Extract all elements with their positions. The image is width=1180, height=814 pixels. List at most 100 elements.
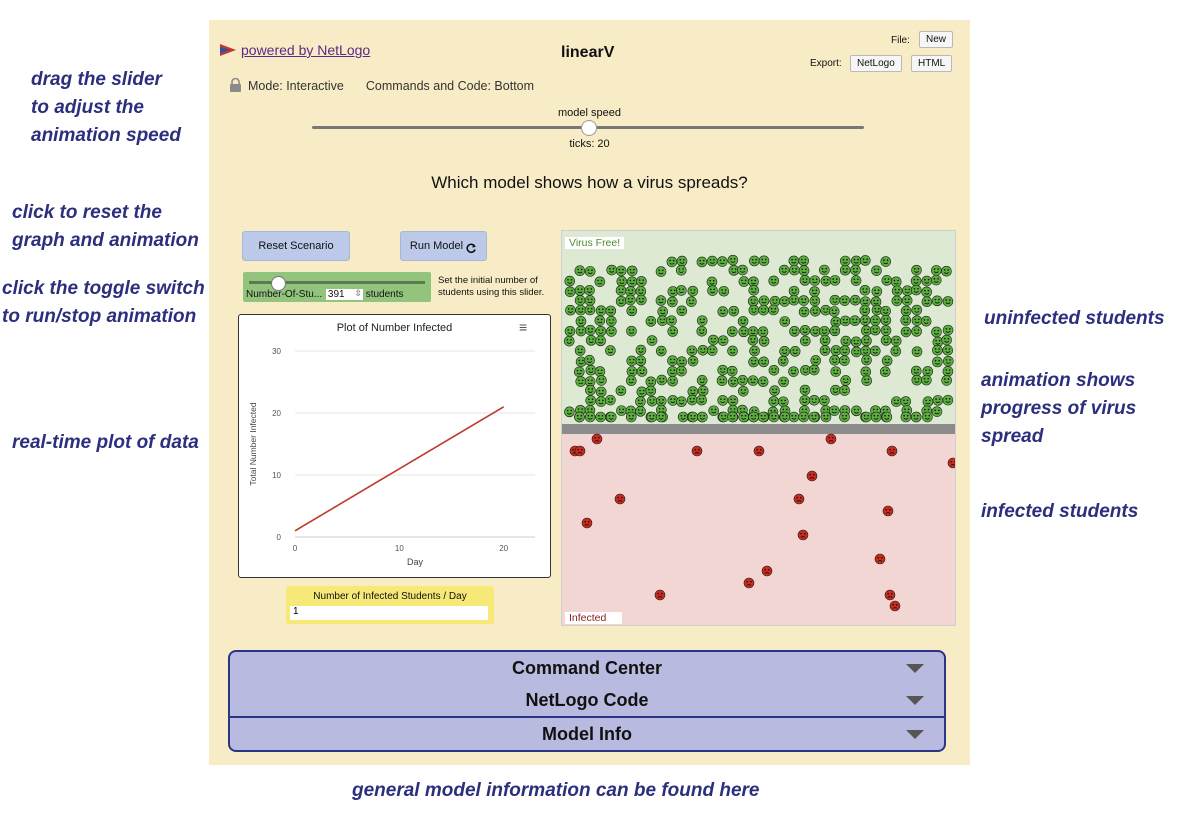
y-axis-label: Total Number Infected xyxy=(248,402,258,485)
uninfected-student xyxy=(626,265,638,277)
stepper-icon[interactable]: ⇳ xyxy=(354,288,362,298)
uninfected-student xyxy=(788,366,799,377)
uninfected-student xyxy=(910,284,922,296)
uninfected-student xyxy=(890,276,902,288)
uninfected-student xyxy=(717,395,729,406)
uninfected-student xyxy=(635,406,646,417)
uninfected-student xyxy=(666,315,677,326)
uninfected-student xyxy=(646,395,658,407)
hamburger-menu-icon[interactable]: ≡ xyxy=(519,319,528,335)
export-netlogo-button[interactable]: NetLogo xyxy=(850,55,902,72)
uninfected-student xyxy=(851,405,862,417)
uninfected-student xyxy=(615,265,627,277)
uninfected-student xyxy=(891,295,903,307)
students-slider-thumb[interactable] xyxy=(271,276,286,291)
uninfected-student xyxy=(809,295,821,307)
uninfected-student xyxy=(880,325,892,336)
powered-by-text: powered by NetLogo xyxy=(241,42,371,58)
infected-student xyxy=(882,505,894,517)
uninfected-student xyxy=(584,284,595,296)
infected-student xyxy=(614,493,626,505)
uninfected-student xyxy=(810,355,822,366)
uninfected-student xyxy=(768,365,780,376)
uninfected-student xyxy=(575,376,587,387)
uninfected-student xyxy=(900,411,912,423)
uninfected-student xyxy=(757,326,769,337)
series-line xyxy=(294,406,505,532)
ticks-counter: ticks: 20 xyxy=(569,138,610,150)
uninfected-student xyxy=(606,264,618,276)
uninfected-student xyxy=(717,306,729,317)
uninfected-student xyxy=(768,411,780,423)
export-html-button[interactable]: HTML xyxy=(911,55,953,72)
students-slider-track[interactable] xyxy=(249,281,425,284)
uninfected-student xyxy=(943,355,954,367)
uninfected-student xyxy=(850,275,862,286)
uninfected-student xyxy=(840,375,851,386)
world-view[interactable]: Virus Free! Infected xyxy=(561,230,959,626)
uninfected-student xyxy=(931,326,942,338)
mode-row: Mode: Interactive Commands and Code: Bot… xyxy=(229,78,534,93)
uninfected-student xyxy=(575,304,587,316)
uninfected-student xyxy=(828,306,840,317)
uninfected-student xyxy=(911,264,922,276)
infected-student xyxy=(574,445,586,457)
uninfected-student xyxy=(706,276,718,288)
uninfected-student xyxy=(574,285,586,296)
x-axis-label: Day xyxy=(407,557,424,567)
uninfected-student xyxy=(830,316,842,328)
model-speed-thumb[interactable] xyxy=(581,120,597,136)
uninfected-student xyxy=(564,275,576,287)
uninfected-student xyxy=(911,326,922,337)
annotation-general-info: general model information can be found h… xyxy=(352,780,760,801)
infected-student xyxy=(806,470,818,482)
students-value-input[interactable]: 391 ⇳ xyxy=(325,288,363,300)
uninfected-student xyxy=(789,264,800,276)
command-center-tab[interactable]: Command Center xyxy=(228,650,946,686)
uninfected-student xyxy=(839,385,850,396)
lock-icon[interactable] xyxy=(229,78,242,93)
uninfected-student xyxy=(615,285,627,296)
netlogo-code-tab[interactable]: NetLogo Code xyxy=(228,684,946,718)
uninfected-student xyxy=(616,405,627,416)
annotation-toggle: click the toggle switch to run/stop anim… xyxy=(2,278,205,327)
uninfected-student xyxy=(696,394,707,406)
uninfected-student xyxy=(932,344,943,356)
reset-scenario-button[interactable]: Reset Scenario xyxy=(242,231,350,261)
uninfected-student xyxy=(605,305,617,317)
uninfected-student xyxy=(859,305,871,316)
uninfected-student xyxy=(779,411,791,423)
uninfected-student xyxy=(563,335,575,347)
uninfected-student xyxy=(748,356,759,368)
uninfected-student xyxy=(596,375,607,386)
uninfected-student xyxy=(839,355,850,366)
new-button[interactable]: New xyxy=(919,31,954,48)
students-slider[interactable]: Number-Of-Stu... 391 ⇳ students xyxy=(243,272,431,302)
monitor-value: 1 xyxy=(290,606,488,620)
run-model-button[interactable]: Run Model xyxy=(400,231,487,261)
model-info-tab[interactable]: Model Info xyxy=(228,718,946,752)
infected-student xyxy=(743,577,755,589)
uninfected-student xyxy=(881,411,893,423)
uninfected-student xyxy=(819,264,830,276)
uninfected-student xyxy=(615,296,627,307)
uninfected-student xyxy=(606,315,617,327)
students-value: 391 xyxy=(327,289,345,300)
uninfected-student xyxy=(819,325,830,337)
commands-code-label[interactable]: Commands and Code: Bottom xyxy=(365,78,535,93)
uninfected-student xyxy=(850,255,862,267)
uninfected-student xyxy=(697,411,708,423)
uninfected-student xyxy=(747,295,759,307)
uninfected-student xyxy=(871,286,883,297)
powered-by-link[interactable]: powered by NetLogo xyxy=(219,42,370,58)
uninfected-student xyxy=(573,366,585,378)
uninfected-student xyxy=(625,375,637,387)
uninfected-student xyxy=(758,255,770,267)
uninfected-student xyxy=(657,306,669,317)
uninfected-student xyxy=(870,315,881,326)
uninfected-student xyxy=(575,316,587,327)
uninfected-student xyxy=(655,345,667,357)
uninfected-student xyxy=(911,315,923,326)
annotation-animation: animation shows progress of virus spread xyxy=(981,370,1137,447)
uninfected-student xyxy=(738,385,749,397)
